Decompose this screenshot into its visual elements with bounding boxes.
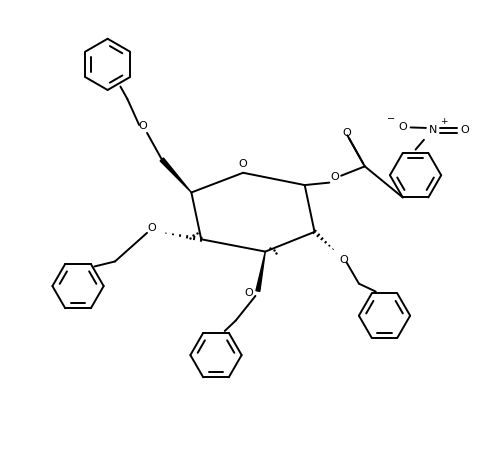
Text: O: O [460,125,469,135]
Polygon shape [256,251,266,291]
Text: O: O [239,159,247,169]
Text: N: N [429,125,437,135]
Text: −: − [387,114,395,123]
Text: O: O [244,288,254,298]
Polygon shape [160,158,191,193]
Text: O: O [340,255,349,265]
Text: +: + [440,117,447,126]
Text: O: O [331,172,340,182]
Text: O: O [399,123,408,132]
Text: O: O [148,223,156,233]
Text: O: O [139,121,147,131]
Text: O: O [342,128,351,138]
